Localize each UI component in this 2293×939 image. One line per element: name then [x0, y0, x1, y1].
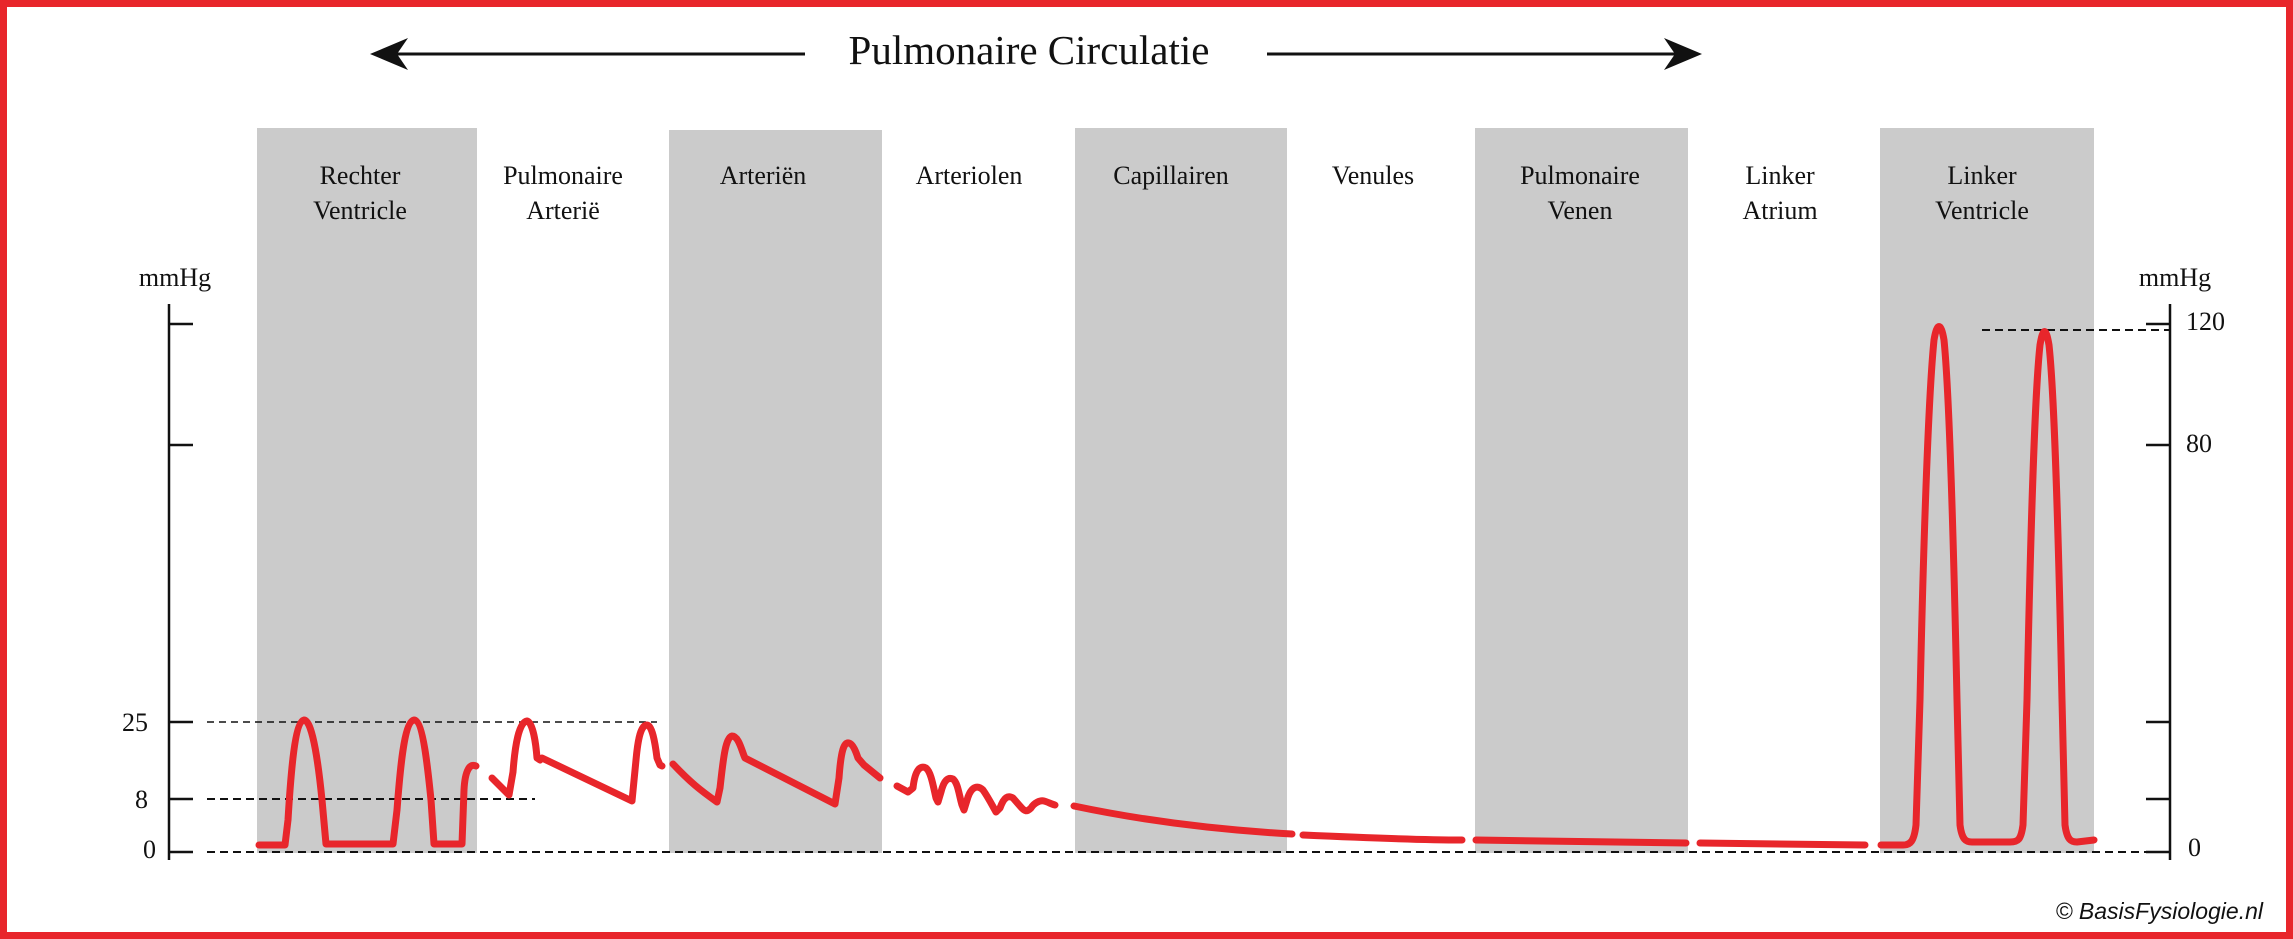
left-tick-label-25: 25: [122, 708, 148, 737]
band-arterien: [669, 130, 882, 853]
label-pulmonaire-venen-line2: Venen: [1548, 196, 1613, 225]
curve-linker-atrium: [1696, 839, 1869, 849]
left-arrow-icon: [370, 38, 408, 70]
title-group: Pulmonaire Circulatie: [370, 27, 1702, 73]
label-arteriolen: Arteriolen: [916, 161, 1023, 190]
reference-lines: [207, 329, 2170, 853]
diagram-title: Pulmonaire Circulatie: [849, 27, 1210, 73]
right-axis: mmHg 120 80 0: [2139, 263, 2225, 862]
band-capillairen: [1075, 128, 1287, 853]
left-tick-label-0: 0: [143, 835, 156, 864]
curve-pulmonaire-arterie: [488, 717, 666, 805]
band-pulmonaire-venen: [1475, 128, 1688, 853]
label-rechter-ventricle-line2: Ventricle: [313, 196, 407, 225]
left-axis-unit: mmHg: [139, 263, 211, 292]
right-tick-label-0: 0: [2188, 833, 2201, 862]
curve-pulmonaire-venen: [1472, 836, 1690, 847]
right-tick-label-120: 120: [2186, 307, 2225, 336]
pressure-curve: [255, 323, 2098, 849]
label-capillairen: Capillairen: [1113, 161, 1229, 190]
right-tick-label-80: 80: [2186, 429, 2212, 458]
label-linker-atrium-line1: Linker: [1745, 161, 1815, 190]
left-axis: mmHg 25 8 0: [122, 263, 211, 864]
copyright-credit: © BasisFysiologie.nl: [2055, 898, 2263, 924]
curve-rechter-ventricle: [255, 716, 480, 849]
label-pulmonaire-venen-line1: Pulmonaire: [1520, 161, 1640, 190]
curve-capillairen-venules: [1070, 802, 1466, 844]
label-rechter-ventricle-line1: Rechter: [320, 161, 401, 190]
label-pulmonaire-arterie-line1: Pulmonaire: [503, 161, 623, 190]
curve-arteriolen: [893, 763, 1059, 816]
label-pulmonaire-arterie-line2: Arterië: [526, 196, 600, 225]
curve-arterien: [669, 732, 884, 808]
left-tick-label-8: 8: [135, 785, 148, 814]
label-linker-ventricle-line1: Linker: [1947, 161, 2017, 190]
band-rechter-ventricle: [257, 128, 477, 853]
region-bands: [257, 128, 2094, 853]
curve-linker-ventricle: [1877, 323, 2098, 849]
label-linker-ventricle-line2: Ventricle: [1935, 196, 2029, 225]
label-linker-atrium-line2: Atrium: [1742, 196, 1817, 225]
right-arrow-icon: [1664, 38, 1702, 70]
right-axis-unit: mmHg: [2139, 263, 2211, 292]
label-venules: Venules: [1332, 161, 1414, 190]
region-labels: Rechter Ventricle Pulmonaire Arterië Art…: [313, 161, 2029, 225]
label-arterien: Arteriën: [720, 161, 807, 190]
